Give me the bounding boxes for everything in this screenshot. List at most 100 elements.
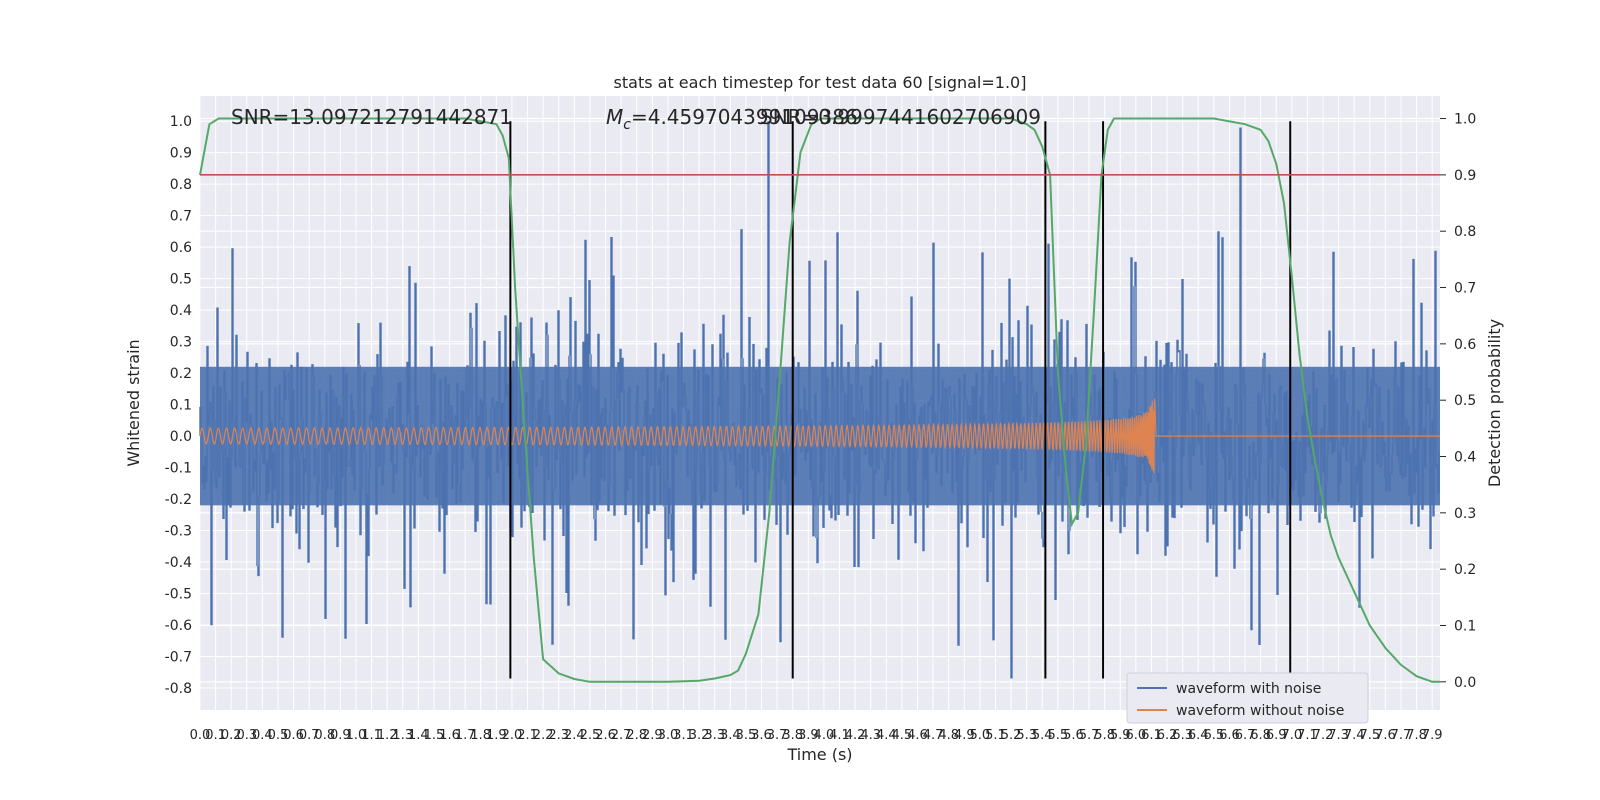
y2-tick-label: 1.0 <box>1454 112 1476 128</box>
x-tick-label: 4.4 <box>876 728 897 743</box>
y-tick-label: -0.7 <box>165 649 192 665</box>
y-tick-label: 1.0 <box>170 114 192 130</box>
legend-label-noise: waveform with noise <box>1176 681 1321 697</box>
annotation-chirp-mass: Mc=4.459704399109386 <box>606 105 858 133</box>
y-axis-label: Whitened strain <box>124 339 143 466</box>
x-tick-label: 0.5 <box>268 728 289 743</box>
x-tick-label: 3.7 <box>767 728 788 743</box>
x-tick-label: 5.1 <box>985 728 1006 743</box>
x-tick-label: 7.0 <box>1281 728 1302 743</box>
x-tick-label: 4.9 <box>954 728 975 743</box>
x-tick-label: 6.7 <box>1235 728 1256 743</box>
y-tick-label: 0.5 <box>170 272 192 288</box>
y-tick-label: -0.8 <box>165 681 192 697</box>
x-tick-label: 3.3 <box>704 728 725 743</box>
x-tick-label: 7.2 <box>1313 728 1334 743</box>
x-tick-label: 5.4 <box>1032 728 1053 743</box>
x-tick-label: 3.1 <box>673 728 694 743</box>
x-tick-label: 1.9 <box>486 728 507 743</box>
y-tick-label: -0.4 <box>165 555 192 571</box>
x-tick-label: 3.9 <box>798 728 819 743</box>
x-tick-label: 5.9 <box>1110 728 1131 743</box>
x-tick-label: 5.5 <box>1048 728 1069 743</box>
y-tick-label: -0.5 <box>165 586 192 602</box>
x-tick-label: 6.0 <box>1126 728 1147 743</box>
x-tick-label: 4.6 <box>907 728 928 743</box>
y2-tick-label: 0.2 <box>1454 562 1476 578</box>
x-tick-label: 0.6 <box>283 728 304 743</box>
x-tick-labels: 0.00.10.20.30.40.50.60.70.80.91.01.11.21… <box>190 728 1443 743</box>
y2-tick-label: 0.7 <box>1454 281 1476 297</box>
x-tick-label: 0.7 <box>299 728 320 743</box>
x-tick-label: 5.6 <box>1063 728 1084 743</box>
x-tick-label: 1.2 <box>377 728 398 743</box>
y-tick-label: 0.8 <box>170 177 192 193</box>
x-tick-label: 7.5 <box>1359 728 1380 743</box>
series-waveform-without-noise <box>199 398 1440 474</box>
x-tick-label: 1.4 <box>408 728 429 743</box>
annotation-snr-2: SNR=0.9997441602706909 <box>760 105 1041 129</box>
x-tick-label: 4.3 <box>860 728 881 743</box>
y-tick-label: 0.9 <box>170 146 192 162</box>
x-tick-label: 1.6 <box>439 728 460 743</box>
x-tick-label: 5.3 <box>1016 728 1037 743</box>
x-tick-label: 2.0 <box>502 728 523 743</box>
y-tick-label: -0.2 <box>165 492 192 508</box>
x-tick-label: 4.7 <box>923 728 944 743</box>
x-tick-label: 2.8 <box>626 728 647 743</box>
probability-line <box>199 117 1440 683</box>
x-tick-label: 7.9 <box>1422 728 1443 743</box>
x-tick-label: 0.8 <box>314 728 335 743</box>
x-tick-label: 3.2 <box>689 728 710 743</box>
x-tick-label: 4.0 <box>814 728 835 743</box>
x-tick-label: 2.2 <box>533 728 554 743</box>
x-tick-label: 5.8 <box>1094 728 1115 743</box>
x-tick-label: 6.3 <box>1172 728 1193 743</box>
x-tick-label: 6.8 <box>1250 728 1271 743</box>
y-tick-label: -0.3 <box>165 524 192 540</box>
legend-box <box>1126 672 1369 724</box>
x-tick-label: 2.9 <box>642 728 663 743</box>
x-tick-label: 2.1 <box>517 728 538 743</box>
x-tick-label: 1.3 <box>392 728 413 743</box>
x-tick-label: 7.3 <box>1328 728 1349 743</box>
y-tick-label: 0.3 <box>170 335 192 351</box>
y2-tick-label: 0.5 <box>1454 393 1476 409</box>
x-tick-label: 6.6 <box>1219 728 1240 743</box>
y-tick-label: 0.4 <box>170 303 192 319</box>
y2-tick-label: 0.9 <box>1454 168 1476 184</box>
x-tick-label: 0.3 <box>236 728 257 743</box>
x-tick-label: 0.4 <box>252 728 273 743</box>
x-tick-label: 3.5 <box>736 728 757 743</box>
y2-tick-labels: 0.0 0.1 0.2 0.3 0.4 0.5 0.6 0.7 0.8 0.9 1.0 <box>1440 112 1476 691</box>
y2-tick-label: 0.4 <box>1454 450 1476 466</box>
x-tick-label: 2.6 <box>595 728 616 743</box>
x-tick-label: 7.8 <box>1406 728 1427 743</box>
x-tick-label: 3.6 <box>751 728 772 743</box>
x-tick-label: 3.0 <box>658 728 679 743</box>
x-tick-label: 1.8 <box>470 728 491 743</box>
x-tick-label: 4.2 <box>845 728 866 743</box>
x-tick-label: 2.5 <box>580 728 601 743</box>
x-tick-label: 6.4 <box>1188 728 1209 743</box>
x-tick-label: 2.3 <box>548 728 569 743</box>
x-tick-label: 0.0 <box>190 728 211 743</box>
y-tick-label: -0.6 <box>165 618 192 634</box>
y-tick-labels: -0.8 -0.7 -0.6 -0.5 -0.4 -0.3 -0.2 -0.1 0.0 0.1 0.… <box>165 114 192 697</box>
annotation-snr-1: SNR=13.097212791442871 <box>231 105 512 129</box>
x-tick-label: 7.7 <box>1391 728 1412 743</box>
x-tick-label: 3.8 <box>782 728 803 743</box>
x-tick-label: 7.4 <box>1344 728 1365 743</box>
y2-tick-label: 0.3 <box>1454 506 1476 522</box>
y2-tick-label: 0.8 <box>1454 224 1476 240</box>
x-tick-label: 1.5 <box>424 728 445 743</box>
x-tick-label: 5.7 <box>1079 728 1100 743</box>
x-tick-label: 4.1 <box>829 728 850 743</box>
legend: waveform with noise waveform without noi… <box>1126 672 1369 724</box>
x-tick-label: 6.2 <box>1157 728 1178 743</box>
x-tick-label: 0.9 <box>330 728 351 743</box>
x-axis-label: Time (s) <box>786 745 852 764</box>
y-tick-label: -0.1 <box>165 461 192 477</box>
y2-tick-label: 0.6 <box>1454 337 1476 353</box>
